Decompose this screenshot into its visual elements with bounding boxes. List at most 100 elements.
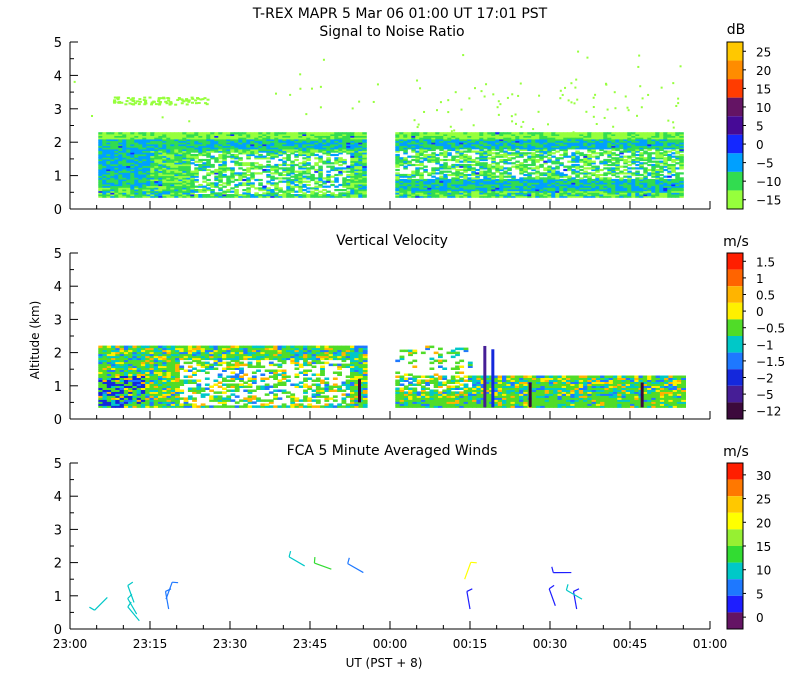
snr-cell (467, 143, 472, 147)
snr-cell (258, 150, 263, 153)
snr-cell (238, 183, 243, 187)
snr-cell (507, 194, 512, 197)
snr-cell (134, 148, 139, 152)
snr-cell (468, 97, 471, 100)
snr-cell (106, 168, 111, 172)
snr-cell (551, 183, 556, 187)
snr-cell (174, 192, 179, 195)
snr-cell (671, 163, 676, 167)
snr-cell (624, 95, 627, 98)
snr-cell (254, 178, 259, 182)
snr-cell (186, 158, 191, 162)
snr-cell (158, 132, 163, 135)
snr-cell (519, 185, 524, 188)
snr-cell (206, 178, 211, 182)
snr-cell (254, 165, 259, 168)
snr-cell (463, 155, 468, 158)
snr-cell (563, 180, 568, 183)
vv-cell (128, 355, 133, 359)
snr-cell (403, 185, 408, 188)
snr-cell (234, 142, 239, 145)
snr-cell (194, 160, 199, 163)
snr-cell (463, 137, 468, 140)
snr-cell (551, 137, 556, 140)
snr-cell (575, 167, 580, 170)
snr-cell (515, 138, 520, 142)
snr-cell (411, 189, 416, 192)
snr-cell (443, 155, 448, 158)
snr-cell (186, 177, 191, 180)
vv-cell (119, 371, 125, 374)
snr-cell (423, 192, 428, 195)
snr-cell (667, 135, 672, 138)
snr-cell (250, 153, 255, 157)
snr-cell (230, 135, 235, 138)
snr-cell (627, 160, 632, 163)
snr-cell (110, 183, 115, 187)
snr-cell (555, 137, 560, 140)
snr-cell (579, 140, 584, 143)
snr-cell (655, 145, 660, 148)
snr-cell (362, 195, 367, 198)
snr-cell (407, 189, 412, 192)
snr-cell (132, 100, 136, 103)
snr-cell (651, 185, 656, 188)
snr-cell (210, 132, 215, 135)
snr-cell (403, 195, 408, 198)
snr-cell (138, 173, 143, 177)
vv-cell (119, 363, 125, 367)
snr-cell (138, 172, 143, 175)
snr-cell (679, 158, 684, 162)
snr-cell (154, 137, 159, 140)
snr-cell (571, 195, 576, 198)
snr-cell (182, 175, 187, 178)
snr-cell (459, 195, 464, 198)
snr-cell (583, 192, 588, 195)
snr-cell (487, 148, 492, 152)
snr-cell (270, 150, 275, 153)
vv-cell (136, 389, 142, 392)
snr-cell (194, 172, 199, 175)
vv-cell (102, 377, 108, 380)
snr-cell (290, 185, 295, 188)
snr-cell (274, 133, 279, 136)
snr-cell (290, 142, 295, 145)
snr-cell (403, 132, 408, 135)
snr-cell (543, 155, 548, 158)
snr-cell (511, 178, 516, 182)
snr-cell (318, 137, 323, 140)
snr-cell (106, 140, 111, 143)
snr-cell (439, 152, 444, 155)
snr-cell (250, 173, 255, 177)
snr-cell (615, 153, 620, 157)
snr-cell (423, 140, 428, 143)
vv-cell (111, 349, 116, 353)
snr-cell (258, 142, 263, 145)
snr-cell (338, 138, 343, 142)
snr-cell (619, 157, 624, 160)
snr-cell (210, 190, 215, 193)
snr-cell (539, 138, 544, 142)
vv-cell (111, 399, 116, 402)
vv-cell (128, 403, 133, 406)
snr-cell (399, 162, 404, 165)
snr-cell (619, 138, 624, 142)
snr-cell (467, 133, 472, 136)
vv-cell (119, 349, 125, 353)
snr-cell (591, 137, 596, 140)
snr-cell (449, 125, 452, 128)
vv-cell (102, 381, 108, 384)
snr-cell (495, 147, 500, 150)
snr-cell (495, 167, 500, 170)
snr-cell (318, 157, 323, 160)
snr-cell (519, 148, 524, 152)
snr-cell (459, 150, 464, 153)
snr-cell (266, 168, 271, 172)
snr-cell (342, 189, 347, 192)
snr-cell (447, 165, 452, 168)
snr-cell (563, 155, 568, 158)
snr-cell (310, 148, 315, 152)
snr-cell (567, 178, 572, 182)
snr-cell (507, 153, 512, 157)
snr-cell (655, 160, 660, 163)
